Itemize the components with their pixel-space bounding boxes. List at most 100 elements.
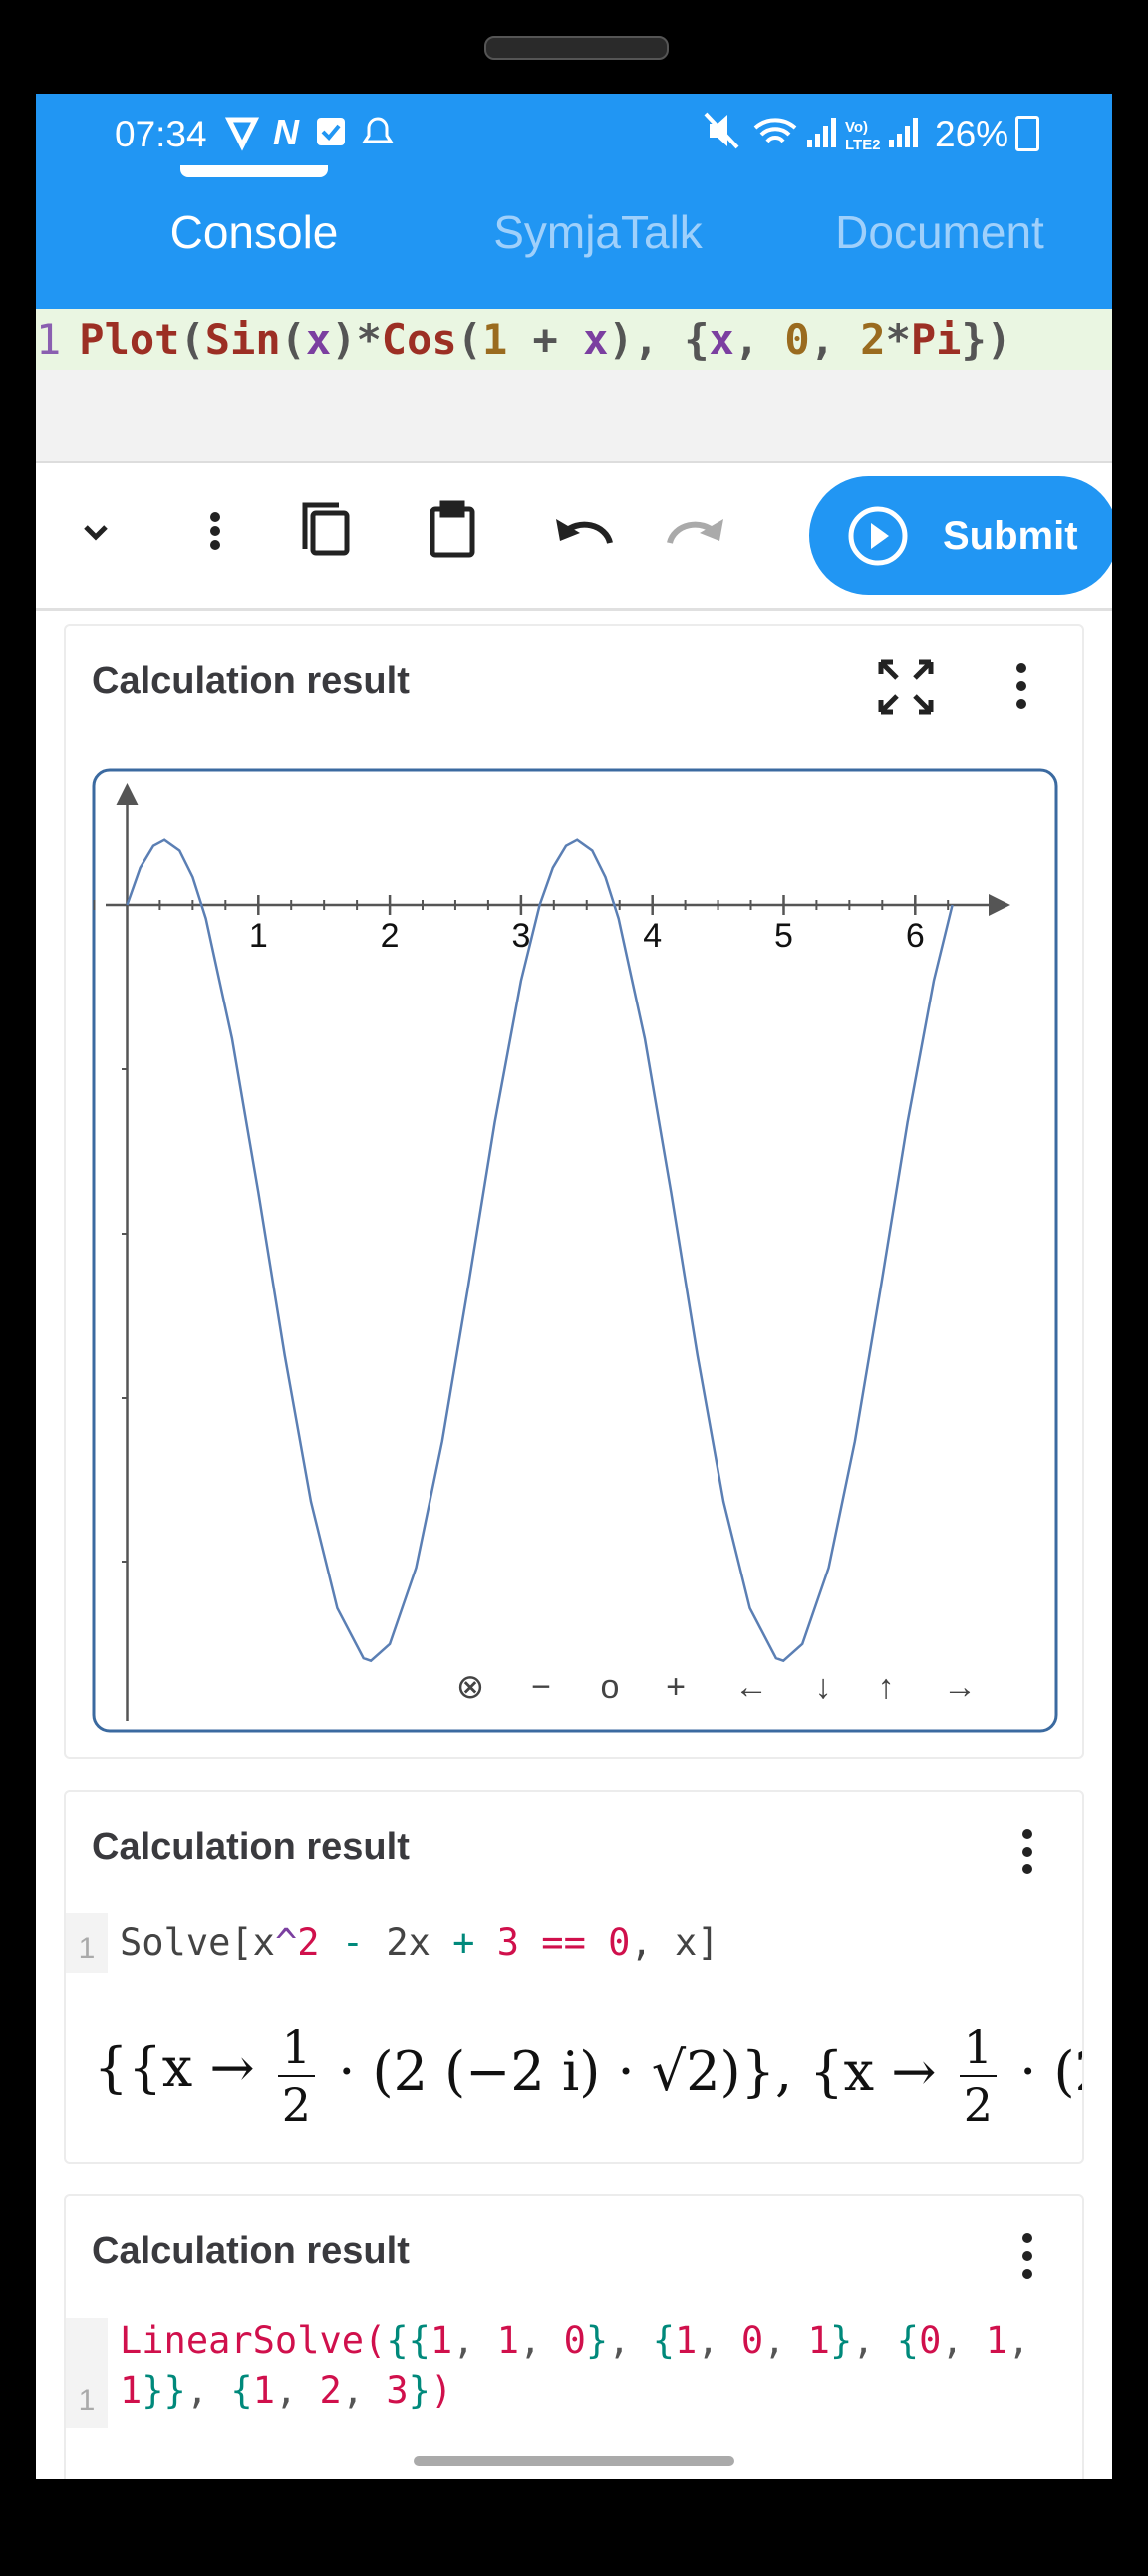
x-tick-label: 4 xyxy=(643,917,662,955)
code-token: 2 xyxy=(860,315,886,364)
toolbar-icons xyxy=(84,500,723,558)
code-token: == xyxy=(541,1921,586,1964)
code-token: Plot xyxy=(79,315,180,364)
code: 1}}, {1, 2, 3}) xyxy=(120,2366,452,2416)
plot-control[interactable]: ↑ xyxy=(878,1668,895,1706)
code-token: Pi xyxy=(910,315,962,364)
code-token: , xyxy=(274,2369,320,2412)
math-text: {{x → xyxy=(94,2036,272,2099)
code-token: , xyxy=(519,2319,564,2362)
code-token: 1 xyxy=(985,2319,1008,2362)
plot-control[interactable]: ← xyxy=(734,1668,768,1706)
plot-control[interactable]: + xyxy=(666,1668,686,1706)
code-token: }) xyxy=(961,315,1012,364)
code-token: ^ xyxy=(274,1921,298,1964)
tab[interactable]: SymjaTalk xyxy=(493,206,703,258)
code-token: x xyxy=(709,315,734,364)
code-token xyxy=(474,1921,496,1964)
numerator: 1 xyxy=(277,2019,316,2077)
battery-icon xyxy=(1015,116,1039,151)
code-token: Sin xyxy=(204,315,281,364)
tab[interactable]: Console xyxy=(169,206,339,258)
fullscreen-button[interactable] xyxy=(878,659,934,715)
card-title: Calculation result xyxy=(92,660,410,702)
curve xyxy=(126,838,954,1663)
code-token: ), { xyxy=(608,315,710,364)
numerator: 1 xyxy=(959,2019,997,2077)
plot-control[interactable]: ⊗ xyxy=(456,1668,485,1706)
code-token: )* xyxy=(331,315,382,364)
code-token: 0 xyxy=(740,2319,764,2362)
submit-label: Submit xyxy=(943,514,1078,558)
code-token: ( xyxy=(456,315,482,364)
code-token: 3 xyxy=(386,2369,409,2412)
code-token: { xyxy=(896,2319,920,2362)
code-token: , x] xyxy=(630,1921,719,1964)
code-token xyxy=(586,1921,608,1964)
code-token: { xyxy=(652,2319,675,2362)
code-token: 0 xyxy=(563,2319,586,2362)
toolbar: Submit xyxy=(36,463,1112,611)
tab-indicator xyxy=(180,165,328,177)
code-token: , xyxy=(341,2369,387,2412)
math-text: · (2 (−2 i) · √2)}, {x → xyxy=(321,2040,954,2103)
code-token: x xyxy=(305,315,332,364)
code-token: }} xyxy=(142,2369,186,2412)
x-tick-label: 2 xyxy=(381,917,400,955)
y-minor-ticks xyxy=(122,1068,128,1563)
time: 07:34 xyxy=(115,114,207,154)
code-token: ( xyxy=(179,315,205,364)
card-title: Calculation result xyxy=(92,2230,410,2272)
code-token: 1 xyxy=(674,2319,698,2362)
x-tick-label: 1 xyxy=(249,917,268,955)
card-menu[interactable] xyxy=(1016,663,1026,709)
menu-button[interactable] xyxy=(210,512,220,550)
collapse-button[interactable] xyxy=(84,525,108,541)
line-number: 1 xyxy=(36,315,62,364)
code-token: - xyxy=(341,1921,365,1964)
code-token xyxy=(320,1921,342,1964)
code-token: , xyxy=(941,2319,986,2362)
play-icon xyxy=(848,506,908,566)
card-menu[interactable] xyxy=(1012,1826,1042,1881)
plot-control[interactable]: → xyxy=(943,1668,977,1706)
code-token: LinearSolve( xyxy=(120,2319,387,2362)
card-menu[interactable] xyxy=(1012,2230,1042,2286)
screen: 07:34 N Vo) LTE2 26% Console SymjaTalk Do… xyxy=(36,94,1112,2479)
code-token: } xyxy=(585,2319,609,2362)
card-icons xyxy=(878,659,1026,715)
plot: 1 2 3 4 5 6 ⊗ − o + ← ↓ ↑ → xyxy=(92,768,1058,1733)
code-token: , xyxy=(452,2319,497,2362)
status-bar: 07:34 N Vo) LTE2 26% xyxy=(36,94,1112,165)
svg-text:LTE2: LTE2 xyxy=(845,137,881,153)
plot-control[interactable]: ↓ xyxy=(815,1668,832,1706)
submit-button[interactable]: Submit xyxy=(809,476,1112,595)
code-token: Cos xyxy=(381,315,457,364)
result-card: Calculation result 1 2 3 4 5 6 ⊗ − o + ← ↓ ↑ → xyxy=(64,624,1084,1759)
tab[interactable]: Document xyxy=(835,206,1044,258)
plot-control[interactable]: − xyxy=(531,1668,551,1706)
denominator: 2 xyxy=(963,2078,993,2132)
code: Plot(Sin(x)*Cos(1 + x), {x, 0, 2*Pi}) xyxy=(79,315,1011,364)
code-token: , xyxy=(608,2319,653,2362)
code-token: 2x xyxy=(364,1921,453,1964)
paste-button[interactable] xyxy=(430,500,475,558)
speaker xyxy=(484,36,669,60)
code-token: , xyxy=(763,2319,808,2362)
code-token: , xyxy=(852,2319,897,2362)
code-token: + xyxy=(452,1921,475,1964)
result-card: Calculation result 1 Solve[x^2 - 2x + 3 … xyxy=(64,1790,1084,2164)
line-number: 1 xyxy=(66,2318,108,2428)
code-token: { xyxy=(230,2369,253,2412)
editor-line[interactable]: 1 Plot(Sin(x)*Cos(1 + x), {x, 0, 2*Pi}) xyxy=(36,309,1112,370)
copy-button[interactable] xyxy=(302,502,350,556)
code-token: } xyxy=(829,2319,853,2362)
plot-control[interactable]: o xyxy=(601,1668,620,1706)
x-tick-label: 3 xyxy=(511,917,530,955)
code-token: 1 xyxy=(252,2369,275,2412)
code-token: x xyxy=(583,315,609,364)
editor-space xyxy=(36,370,1112,463)
